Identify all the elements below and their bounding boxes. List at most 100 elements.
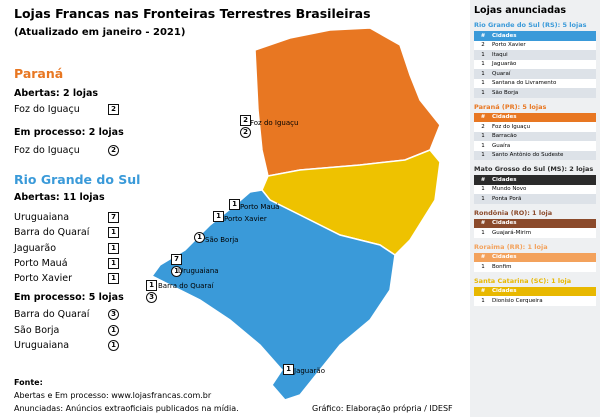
header-cell: # xyxy=(480,32,486,39)
subtitle: (Atualizado em janeiro - 2021) xyxy=(14,27,186,38)
group-title: Rio Grande do Sul (RS): 5 lojas xyxy=(474,21,587,29)
source-line: Anunciadas: Anúncios extraoficiais publi… xyxy=(14,404,239,413)
group-table: # Cidades 1 Bonfim xyxy=(470,252,600,272)
table-row: 1 Ponta Porã xyxy=(474,194,596,204)
header-cell: Cidades xyxy=(492,254,517,261)
row-city: São Borja xyxy=(492,89,519,96)
city-row: Foz do Iguaçu 2 xyxy=(14,104,119,115)
count-box: 7 xyxy=(108,212,119,223)
table-header: # Cidades xyxy=(474,112,596,122)
table-header: # Cidades xyxy=(474,175,596,185)
city-row: Porto Mauá 1 xyxy=(14,257,119,269)
header-cell: Cidades xyxy=(492,176,517,183)
row-count: 2 xyxy=(481,42,485,49)
process-label: Em processo: 5 lojas xyxy=(14,292,124,303)
count-circle: 1 xyxy=(194,232,205,243)
city-row: Barra do Quaraí 1 xyxy=(14,227,119,239)
row-count: 1 xyxy=(481,80,485,87)
group-table: # Cidades 1 Dionísio Cerqueira xyxy=(470,286,600,306)
count-circle: 1 xyxy=(171,266,182,277)
count-box: 2 xyxy=(240,115,251,126)
panel-title: Lojas anunciadas xyxy=(474,5,567,16)
count-box: 1 xyxy=(146,280,157,291)
row-count: 1 xyxy=(481,186,485,193)
table-row: 1 Mundo Novo xyxy=(474,184,596,194)
city-row: Porto Xavier 1 xyxy=(14,273,119,285)
table-row: 1 São Borja xyxy=(474,88,596,98)
map-city: Porto Xavier xyxy=(224,215,267,223)
row-count: 1 xyxy=(481,70,485,77)
row-city: Bonfim xyxy=(492,263,512,270)
row-city: Dionísio Cerqueira xyxy=(492,297,543,304)
count-box: 1 xyxy=(108,227,119,239)
row-count: 1 xyxy=(481,51,485,58)
map xyxy=(150,27,441,401)
header-cell: Cidades xyxy=(492,32,517,39)
state-heading: Rio Grande do Sul xyxy=(14,172,141,187)
process-label: Em processo: 2 lojas xyxy=(14,127,124,138)
count-circle: 1 xyxy=(108,324,119,336)
title: Lojas Francas nas Fronteiras Terrestres … xyxy=(14,6,371,21)
row-city: Foz do Iguaçu xyxy=(492,123,531,130)
header-cell: # xyxy=(480,254,486,261)
count-circle: 3 xyxy=(146,292,157,303)
row-count: 1 xyxy=(481,229,485,236)
city-name: Uruguaiana xyxy=(14,212,70,223)
group-title: Mato Grosso do Sul (MS): 2 lojas xyxy=(474,165,594,173)
table-row: 1 Guajará-Mirim xyxy=(474,228,596,238)
header-cell: Cidades xyxy=(492,220,517,227)
row-count: 1 xyxy=(481,61,485,68)
map-city: Uruguaiana xyxy=(178,267,219,275)
table-row: 1 Santana do Livramento xyxy=(474,78,596,88)
row-city: Barracão xyxy=(492,133,517,140)
source-line: Abertas e Em processo: www.lojasfrancas.… xyxy=(14,391,212,400)
row-city: Santana do Livramento xyxy=(492,80,557,87)
row-city: Ponta Porã xyxy=(492,195,522,202)
open-label: Abertas: 11 lojas xyxy=(14,192,105,203)
table-header: # Cidades xyxy=(474,286,596,296)
table-header: # Cidades xyxy=(474,252,596,262)
map-city: São Borja xyxy=(205,236,239,244)
row-city: Jaguarão xyxy=(492,61,517,68)
row-count: 1 xyxy=(481,297,485,304)
city-row: Barra do Quaraí 3 xyxy=(14,309,119,320)
count-circle: 2 xyxy=(240,127,251,138)
source-label: Fonte: xyxy=(14,378,43,387)
credit: Gráfico: Elaboração própria / IDESF xyxy=(312,404,453,413)
city-name: Foz do Iguaçu xyxy=(14,104,80,115)
row-count: 1 xyxy=(481,263,485,270)
city-name: Porto Mauá xyxy=(14,257,68,269)
group-title: Santa Catarina (SC): 1 loja xyxy=(474,276,572,285)
parana-shape xyxy=(254,27,441,177)
city-row: Uruguaiana 7 xyxy=(14,212,119,223)
city-name: Porto Xavier xyxy=(14,273,73,285)
announced-panel: Lojas anunciadas Rio Grande do Sul (RS): … xyxy=(470,0,600,417)
map-city: Foz do Iguaçu xyxy=(250,119,299,127)
header-cell: # xyxy=(480,176,486,183)
header-cell: # xyxy=(480,114,486,121)
group-table: # Cidades 1 Mundo Novo 1 Ponta Porã xyxy=(470,175,600,204)
row-count: 1 xyxy=(481,152,485,159)
table-row: 1 Santo Antônio do Sudeste xyxy=(474,150,596,160)
row-city: Quaraí xyxy=(492,70,511,77)
row-count: 1 xyxy=(481,195,485,202)
city-name: Jaguarão xyxy=(14,242,57,254)
city-name: Barra do Quaraí xyxy=(14,227,90,239)
city-name: Barra do Quaraí xyxy=(14,309,90,320)
city-name: Uruguaiana xyxy=(14,340,70,351)
count-box: 1 xyxy=(108,273,119,285)
row-count: 2 xyxy=(481,123,485,130)
table-header: # Cidades xyxy=(474,218,596,228)
count-box: 2 xyxy=(108,104,119,115)
count-circle: 3 xyxy=(108,309,119,320)
group-title: Paraná (PR): 5 lojas xyxy=(474,102,547,111)
city-name: São Borja xyxy=(14,324,60,336)
row-city: Santo Antônio do Sudeste xyxy=(492,152,564,159)
open-label: Abertas: 2 lojas xyxy=(14,88,99,99)
table-row: 1 Barracão xyxy=(474,131,596,141)
row-city: Porto Xavier xyxy=(492,42,526,49)
header-cell: Cidades xyxy=(492,288,517,295)
count-box: 1 xyxy=(108,257,119,269)
rio-grande-do-sul-shape xyxy=(150,189,396,401)
state-heading: Paraná xyxy=(14,66,64,81)
